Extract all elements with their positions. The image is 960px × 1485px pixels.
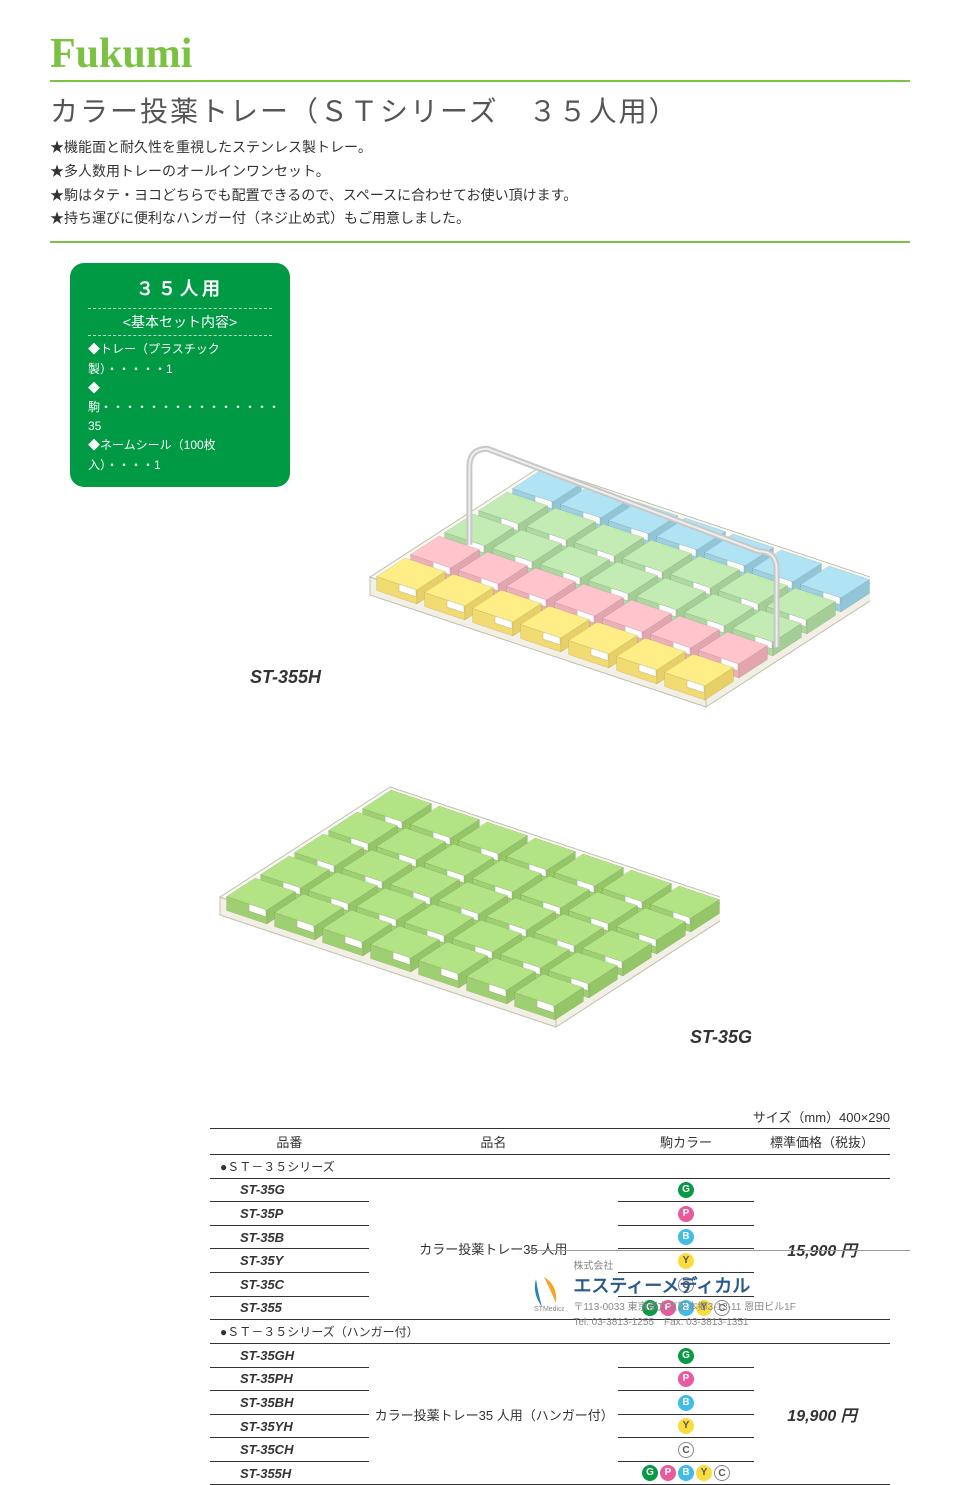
- brand-logo: Fukumi: [50, 30, 910, 78]
- cell-colors: P: [618, 1202, 754, 1226]
- cell-code: ST-35C: [210, 1272, 369, 1296]
- feature-item: ★多人数用トレーのオールインワンセット。: [50, 160, 910, 184]
- footer: STMedical 株式会社 エスティーメディカル 〒113-0033 東京都文…: [530, 1250, 910, 1328]
- table-row: ST-35Gカラー投薬トレー35 人用G15,900 円: [210, 1178, 890, 1202]
- table-row: ST-35GHカラー投薬トレー35 人用（ハンガー付）G19,900 円: [210, 1344, 890, 1368]
- color-badge-C: C: [678, 1442, 694, 1458]
- feature-list: ★機能面と耐久性を重視したステンレス製トレー。 ★多人数用トレーのオールインワン…: [50, 136, 910, 243]
- cell-colors: B: [618, 1225, 754, 1249]
- cell-code: ST-35BH: [210, 1391, 369, 1415]
- company-tel: Tel. 03-3813-1255 Fax. 03-3813-1351: [573, 1313, 795, 1328]
- color-badge-B: B: [678, 1465, 694, 1481]
- color-badge-G: G: [642, 1465, 658, 1481]
- page-title: カラー投薬トレー（ＳＴシリーズ ３５人用）: [50, 90, 910, 130]
- cell-colors: P: [618, 1367, 754, 1391]
- color-badge-B: B: [678, 1395, 694, 1411]
- set-contents-box: ３５人用 <基本セット内容> ◆トレー（プラスチック製）・・・・・1 ◆駒・・・…: [70, 263, 290, 487]
- company-address: 〒113-0033 東京都文京区本郷3-13-11 恩田ビル1F: [573, 1298, 795, 1313]
- cell-name: カラー投薬トレー35 人用（ハンガー付）: [369, 1344, 618, 1485]
- color-badge-B: B: [678, 1229, 694, 1245]
- feature-item: ★持ち運びに便利なハンガー付（ネジ止め式）もご用意しました。: [50, 207, 910, 231]
- th-name: 品名: [369, 1128, 618, 1154]
- set-item: ◆駒・・・・・・・・・・・・・・・35: [88, 379, 272, 437]
- table-header-row: 品番 品名 駒カラー 標準価格（税抜）: [210, 1128, 890, 1154]
- feature-item: ★機能面と耐久性を重視したステンレス製トレー。: [50, 136, 910, 160]
- th-color: 駒カラー: [618, 1128, 754, 1154]
- cell-colors: B: [618, 1391, 754, 1415]
- color-badge-G: G: [678, 1348, 694, 1364]
- cell-colors: G: [618, 1344, 754, 1368]
- cell-colors: Y: [618, 1414, 754, 1438]
- color-badge-C: C: [714, 1465, 730, 1481]
- cell-price: 19,900 円: [754, 1344, 890, 1485]
- set-item: ◆ネームシール（100枚入）・・・・1: [88, 436, 272, 474]
- cell-code: ST-35PH: [210, 1367, 369, 1391]
- color-badge-Y: Y: [696, 1465, 712, 1481]
- color-badge-P: P: [678, 1371, 694, 1387]
- cell-code: ST-35B: [210, 1225, 369, 1249]
- company-prefix: 株式会社: [573, 1257, 795, 1272]
- feature-item: ★駒はタテ・ヨコどちらでも配置できるので、スペースに合わせてお使い頂けます。: [50, 184, 910, 208]
- set-subtitle: <基本セット内容>: [88, 308, 272, 336]
- cell-code: ST-35YH: [210, 1414, 369, 1438]
- table-section-row: ●ＳＴ－３５シリーズ: [210, 1154, 890, 1178]
- product-images: ST-355H ST-35G: [50, 487, 910, 1087]
- divider-top: [50, 80, 910, 82]
- color-badge-P: P: [660, 1465, 676, 1481]
- product-image-st355h: [310, 427, 870, 727]
- cell-code: ST-35G: [210, 1178, 369, 1202]
- cell-code: ST-35P: [210, 1202, 369, 1226]
- cell-code: ST-35Y: [210, 1249, 369, 1273]
- cell-code: ST-355H: [210, 1461, 369, 1485]
- cell-colors: GPBYC: [618, 1461, 754, 1485]
- svg-text:STMedical: STMedical: [534, 1306, 564, 1313]
- company-logo-icon: STMedical: [530, 1273, 564, 1313]
- color-badge-G: G: [678, 1182, 694, 1198]
- th-price: 標準価格（税抜）: [754, 1128, 890, 1154]
- cell-code: ST-355: [210, 1296, 369, 1320]
- color-badge-Y: Y: [678, 1418, 694, 1434]
- product-image-st35g: [160, 747, 720, 1047]
- product-label-1: ST-355H: [250, 667, 321, 688]
- set-item: ◆トレー（プラスチック製）・・・・・1: [88, 340, 272, 378]
- cell-code: ST-35GH: [210, 1344, 369, 1368]
- color-badge-P: P: [678, 1206, 694, 1222]
- company-name: エスティーメディカル: [573, 1272, 795, 1298]
- size-note: サイズ（mm）400×290: [50, 1107, 910, 1126]
- cell-colors: G: [618, 1178, 754, 1202]
- cell-colors: C: [618, 1438, 754, 1462]
- cell-code: ST-35CH: [210, 1438, 369, 1462]
- product-label-2: ST-35G: [690, 1027, 752, 1048]
- th-code: 品番: [210, 1128, 369, 1154]
- set-title: ３５人用: [88, 275, 272, 304]
